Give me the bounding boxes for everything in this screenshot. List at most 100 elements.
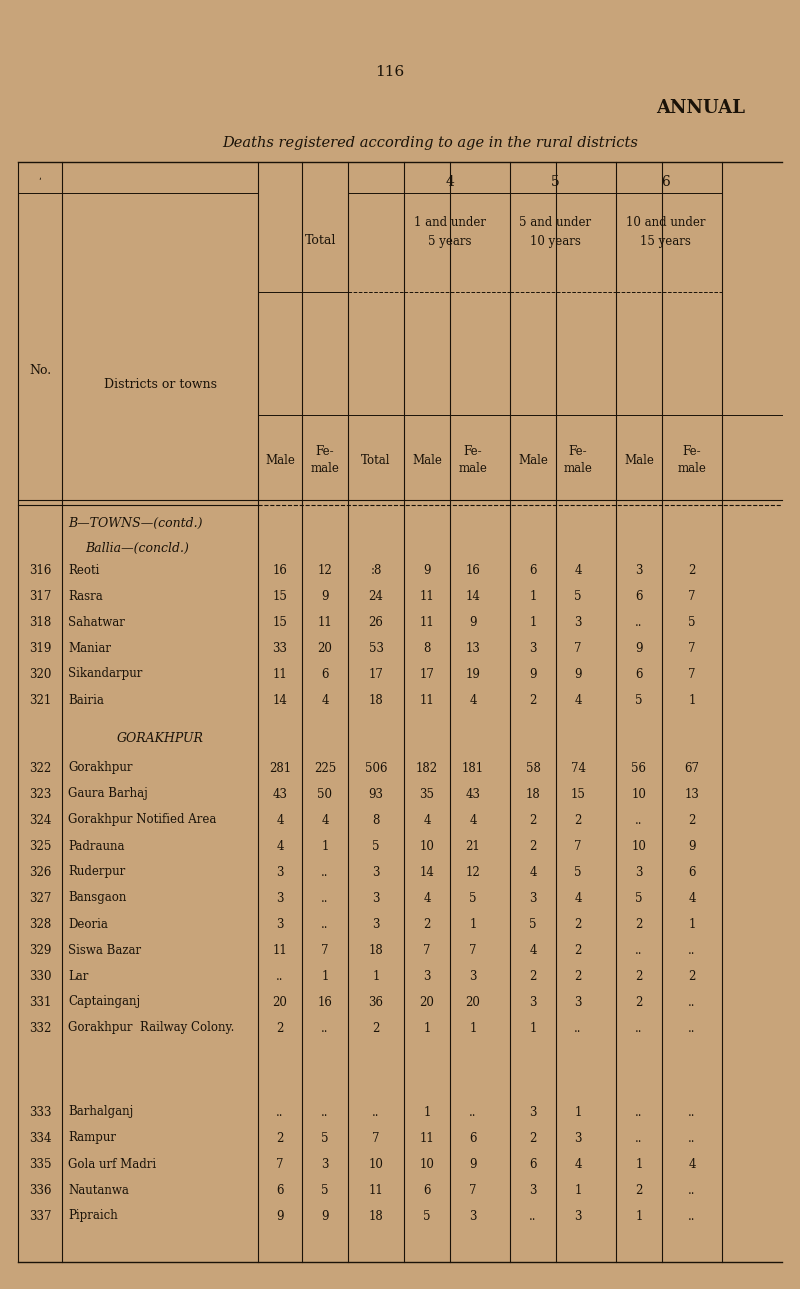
Text: 1: 1: [530, 616, 537, 629]
Text: 20: 20: [318, 642, 333, 655]
Text: Gorakhpur Notified Area: Gorakhpur Notified Area: [68, 813, 216, 826]
Text: 4: 4: [574, 892, 582, 905]
Text: Total: Total: [305, 233, 336, 246]
Text: 1: 1: [530, 589, 537, 602]
Text: 56: 56: [631, 762, 646, 775]
Text: 8: 8: [372, 813, 380, 826]
Text: Bairia: Bairia: [68, 693, 104, 706]
Text: B—TOWNS—(contd.): B—TOWNS—(contd.): [68, 517, 202, 530]
Text: 5: 5: [470, 892, 477, 905]
Text: 5: 5: [574, 865, 582, 879]
Text: Deoria: Deoria: [68, 918, 108, 931]
Text: ..: ..: [688, 1183, 696, 1196]
Text: 1: 1: [470, 1021, 477, 1035]
Text: 7: 7: [470, 944, 477, 956]
Text: 3: 3: [574, 616, 582, 629]
Text: Gola urf Madri: Gola urf Madri: [68, 1158, 156, 1170]
Text: 331: 331: [29, 995, 51, 1008]
Text: 7: 7: [276, 1158, 284, 1170]
Text: 10: 10: [419, 839, 434, 852]
Text: ..: ..: [688, 1132, 696, 1145]
Text: 325: 325: [29, 839, 51, 852]
Text: 3: 3: [276, 918, 284, 931]
Text: 7: 7: [322, 944, 329, 956]
Text: 322: 322: [29, 762, 51, 775]
Text: Rasra: Rasra: [68, 589, 102, 602]
Text: 4: 4: [530, 944, 537, 956]
Text: 74: 74: [570, 762, 586, 775]
Text: 506: 506: [365, 762, 387, 775]
Text: 181: 181: [462, 762, 484, 775]
Text: ..: ..: [635, 1132, 642, 1145]
Text: 1: 1: [322, 969, 329, 982]
Text: 6: 6: [322, 668, 329, 681]
Text: :8: :8: [370, 563, 382, 576]
Text: 18: 18: [526, 788, 540, 800]
Text: 13: 13: [685, 788, 699, 800]
Text: 11: 11: [273, 944, 287, 956]
Text: 3: 3: [574, 1132, 582, 1145]
Text: 16: 16: [318, 995, 333, 1008]
Text: 182: 182: [416, 762, 438, 775]
Text: 4: 4: [574, 1158, 582, 1170]
Text: 12: 12: [318, 563, 332, 576]
Text: 116: 116: [375, 64, 405, 79]
Text: 9: 9: [322, 589, 329, 602]
Text: 3: 3: [276, 865, 284, 879]
Text: 26: 26: [369, 616, 383, 629]
Text: 2: 2: [574, 813, 582, 826]
Text: 5: 5: [322, 1132, 329, 1145]
Text: Male: Male: [265, 454, 295, 467]
Text: 7: 7: [574, 839, 582, 852]
Text: 9: 9: [470, 616, 477, 629]
Text: 4: 4: [276, 839, 284, 852]
Text: Padrauna: Padrauna: [68, 839, 125, 852]
Text: 5: 5: [635, 693, 642, 706]
Text: 1: 1: [688, 693, 696, 706]
Text: 4: 4: [446, 175, 454, 189]
Text: 9: 9: [276, 1209, 284, 1222]
Text: 7: 7: [372, 1132, 380, 1145]
Text: Gorakhpur  Railway Colony.: Gorakhpur Railway Colony.: [68, 1021, 234, 1035]
Text: 3: 3: [470, 1209, 477, 1222]
Text: 9: 9: [530, 668, 537, 681]
Text: 16: 16: [466, 563, 481, 576]
Text: ʹ: ʹ: [38, 178, 42, 187]
Text: 4: 4: [530, 865, 537, 879]
Text: 43: 43: [273, 788, 287, 800]
Text: 50: 50: [318, 788, 333, 800]
Text: Nautanwa: Nautanwa: [68, 1183, 129, 1196]
Text: ..: ..: [276, 1106, 284, 1119]
Text: 2: 2: [423, 918, 430, 931]
Text: 2: 2: [688, 813, 696, 826]
Text: 327: 327: [29, 892, 51, 905]
Text: 9: 9: [688, 839, 696, 852]
Text: 16: 16: [273, 563, 287, 576]
Text: Gaura Barhaj: Gaura Barhaj: [68, 788, 148, 800]
Text: 324: 324: [29, 813, 51, 826]
Text: 2: 2: [574, 969, 582, 982]
Text: 2: 2: [688, 563, 696, 576]
Text: Maniar: Maniar: [68, 642, 111, 655]
Text: 9: 9: [423, 563, 430, 576]
Text: 3: 3: [423, 969, 430, 982]
Text: 4: 4: [423, 813, 430, 826]
Text: 18: 18: [369, 1209, 383, 1222]
Text: 14: 14: [419, 865, 434, 879]
Text: 17: 17: [419, 668, 434, 681]
Text: Fe-
male: Fe- male: [563, 445, 593, 476]
Text: 2: 2: [530, 813, 537, 826]
Text: 4: 4: [574, 693, 582, 706]
Text: 7: 7: [423, 944, 430, 956]
Text: 6: 6: [276, 1183, 284, 1196]
Text: 3: 3: [530, 892, 537, 905]
Text: 3: 3: [276, 892, 284, 905]
Text: 337: 337: [29, 1209, 51, 1222]
Text: Fe-
male: Fe- male: [310, 445, 339, 476]
Text: 14: 14: [273, 693, 287, 706]
Text: 2: 2: [372, 1021, 380, 1035]
Text: ..: ..: [635, 1106, 642, 1119]
Text: 2: 2: [530, 969, 537, 982]
Text: 316: 316: [29, 563, 51, 576]
Text: 2: 2: [635, 995, 642, 1008]
